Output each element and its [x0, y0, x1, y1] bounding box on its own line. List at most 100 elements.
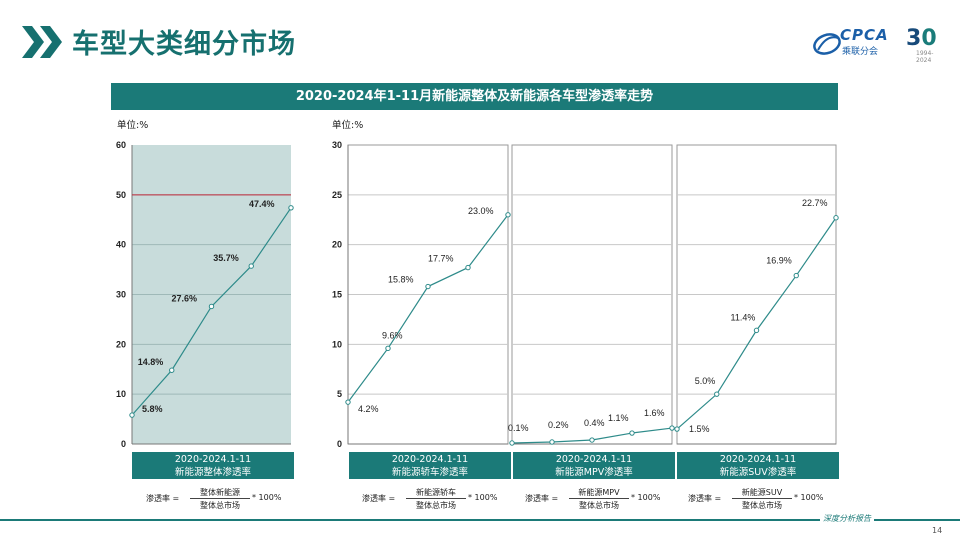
data-label: 14.8%	[138, 357, 164, 367]
caption-suv: 2020-2024.1-11 新能源SUV渗透率	[677, 452, 839, 479]
data-label: 5.0%	[695, 376, 716, 386]
y-tick-label: 40	[116, 240, 126, 250]
data-label: 11.4%	[731, 312, 756, 322]
data-label: 4.2%	[358, 404, 379, 414]
formula-denominator: 整体总市场	[416, 501, 456, 510]
caption-period: 2020-2024.1-11	[555, 454, 633, 465]
y-tick-label: 10	[332, 339, 342, 349]
formula-numerator: 新能源轿车	[416, 488, 456, 497]
y-tick-label: 25	[332, 190, 342, 200]
chart-banner-title: 2020-2024年1-11月新能源整体及新能源各车型渗透率走势	[111, 83, 838, 110]
formula-lhs: 渗透率 =	[146, 494, 180, 503]
y-unit-label: 单位:%	[117, 119, 148, 131]
formula-mpv: 渗透率 = 新能源MPV 整体总市场 * 100%	[525, 487, 675, 513]
data-label: 0.4%	[584, 418, 605, 428]
formula-numerator: 新能源SUV	[741, 488, 783, 497]
data-point	[505, 212, 511, 218]
y-tick-label: 0	[121, 439, 126, 449]
formula-lhs: 渗透率 =	[688, 494, 722, 503]
logo-anniversary: 30	[906, 26, 937, 51]
formula-numerator: 整体新能源	[200, 488, 240, 497]
data-point	[345, 399, 351, 405]
data-point	[833, 215, 839, 221]
formula-denominator: 整体总市场	[742, 501, 782, 510]
formula-fraction-bar	[406, 498, 466, 499]
data-label: 5.8%	[142, 404, 163, 414]
y-tick-label: 0	[337, 439, 342, 449]
y-unit-label: 单位:%	[332, 119, 363, 131]
caption-metric: 新能源整体渗透率	[174, 467, 251, 478]
data-point	[669, 425, 675, 431]
data-label: 0.1%	[508, 423, 529, 433]
data-label: 1.1%	[608, 413, 629, 423]
y-tick-label: 10	[116, 389, 126, 399]
logo-name: CPCA	[840, 26, 889, 44]
formula-fraction-bar	[732, 498, 792, 499]
data-label: 16.9%	[766, 256, 792, 266]
formula-denominator: 整体总市场	[579, 501, 619, 510]
caption-sedan: 2020-2024.1-11 新能源轿车渗透率	[349, 452, 511, 479]
formula-rhs: * 100%	[252, 493, 282, 502]
data-point	[129, 412, 135, 418]
caption-period: 2020-2024.1-11	[391, 454, 469, 465]
data-point	[385, 345, 391, 352]
data-point	[629, 430, 635, 436]
logo-swoosh-icon	[813, 33, 841, 55]
y-tick-label: 30	[116, 290, 126, 300]
formula-lhs: 渗透率 =	[525, 494, 559, 503]
caption-overall: 2020-2024.1-11 新能源整体渗透率	[132, 452, 294, 479]
data-point	[208, 303, 215, 310]
formula-sedan: 渗透率 = 新能源轿车 整体总市场 * 100%	[362, 487, 512, 513]
data-label: 22.7%	[802, 198, 828, 208]
formula-lhs: 渗透率 =	[362, 494, 396, 503]
data-label: 15.8%	[388, 275, 414, 285]
formula-fraction-bar	[190, 498, 250, 499]
data-label: 1.6%	[644, 408, 665, 418]
caption-period: 2020-2024.1-11	[719, 454, 797, 465]
data-point	[465, 264, 471, 271]
logo-subtitle: 乘联分会	[842, 47, 879, 57]
data-label: 47.4%	[249, 199, 275, 209]
caption-metric: 新能源轿车渗透率	[391, 467, 468, 478]
data-point	[753, 327, 760, 334]
data-point	[714, 391, 720, 397]
data-label: 9.6%	[382, 330, 403, 340]
y-tick-label: 30	[332, 140, 342, 150]
data-point	[425, 283, 431, 290]
page-number: 14	[932, 526, 943, 535]
y-tick-label: 60	[116, 140, 126, 150]
formula-overall: 渗透率 = 整体新能源 整体总市场 * 100%	[146, 487, 296, 513]
data-label: 0.2%	[548, 420, 569, 430]
caption-metric: 新能源MPV渗透率	[555, 467, 633, 478]
data-point	[509, 440, 515, 446]
caption-metric: 新能源SUV渗透率	[719, 467, 797, 478]
page-title: 车型大类细分市场	[72, 29, 296, 60]
cpca-logo: CPCA 乘联分会 30 1994-2024	[812, 26, 942, 64]
logo-dates: 1994-2024	[916, 50, 934, 64]
formula-denominator: 整体总市场	[200, 501, 240, 510]
data-point	[549, 439, 555, 445]
data-point	[169, 367, 175, 373]
data-label: 1.5%	[689, 424, 710, 434]
y-tick-label: 15	[332, 290, 342, 300]
footer-report-label: 深度分析报告	[820, 513, 874, 524]
y-tick-label: 50	[116, 190, 126, 200]
y-tick-label: 20	[332, 240, 342, 250]
data-label: 27.6%	[172, 293, 198, 303]
footer-divider	[0, 519, 960, 521]
data-point	[288, 205, 294, 211]
formula-rhs: * 100%	[468, 493, 498, 502]
caption-period: 2020-2024.1-11	[174, 454, 252, 465]
y-tick-label: 20	[116, 339, 126, 349]
formula-rhs: * 100%	[631, 493, 661, 502]
data-label: 17.7%	[428, 254, 454, 264]
chevron-right-icon	[22, 26, 62, 58]
formula-fraction-bar	[569, 498, 629, 499]
data-label: 23.0%	[468, 206, 494, 216]
formula-numerator: 新能源MPV	[578, 488, 620, 497]
data-point	[589, 437, 595, 443]
data-label: 35.7%	[213, 253, 239, 263]
y-tick-label: 5	[337, 389, 342, 399]
formula-suv: 渗透率 = 新能源SUV 整体总市场 * 100%	[688, 487, 838, 513]
